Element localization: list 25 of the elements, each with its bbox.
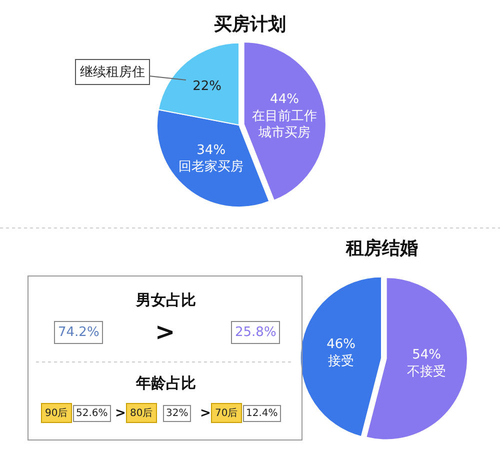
text: 男女占比 — [135, 291, 196, 309]
chart-title: 买房计划 — [214, 14, 286, 35]
category-label: 80后 — [130, 407, 153, 419]
slice-label: 不接受 — [407, 364, 446, 380]
text: > — [200, 406, 211, 421]
data-label: 32% — [166, 408, 188, 419]
data-label: 22% — [192, 78, 222, 94]
data-label: 46% — [326, 336, 356, 352]
text: > — [155, 318, 176, 346]
data-label: 25.8% — [235, 325, 276, 340]
data-label: 74.2% — [58, 325, 100, 340]
data-label: 44% — [270, 92, 299, 107]
text: 年龄占比 — [135, 374, 196, 392]
category-label: 70后 — [215, 407, 238, 419]
data-label: 34% — [196, 142, 226, 158]
data-label: 54% — [412, 348, 442, 363]
slice-label: 接受 — [328, 354, 354, 369]
category-label: 90后 — [45, 407, 68, 419]
data-label: 12.4% — [246, 408, 278, 419]
text: > — [115, 406, 126, 421]
chart-title: 租房结婚 — [345, 238, 418, 259]
text: 继续租房住 — [80, 64, 145, 80]
slice-label: 在目前工作城市买房 — [252, 108, 318, 141]
data-label: 52.6% — [76, 408, 108, 419]
slice-label: 回老家买房 — [178, 158, 244, 175]
